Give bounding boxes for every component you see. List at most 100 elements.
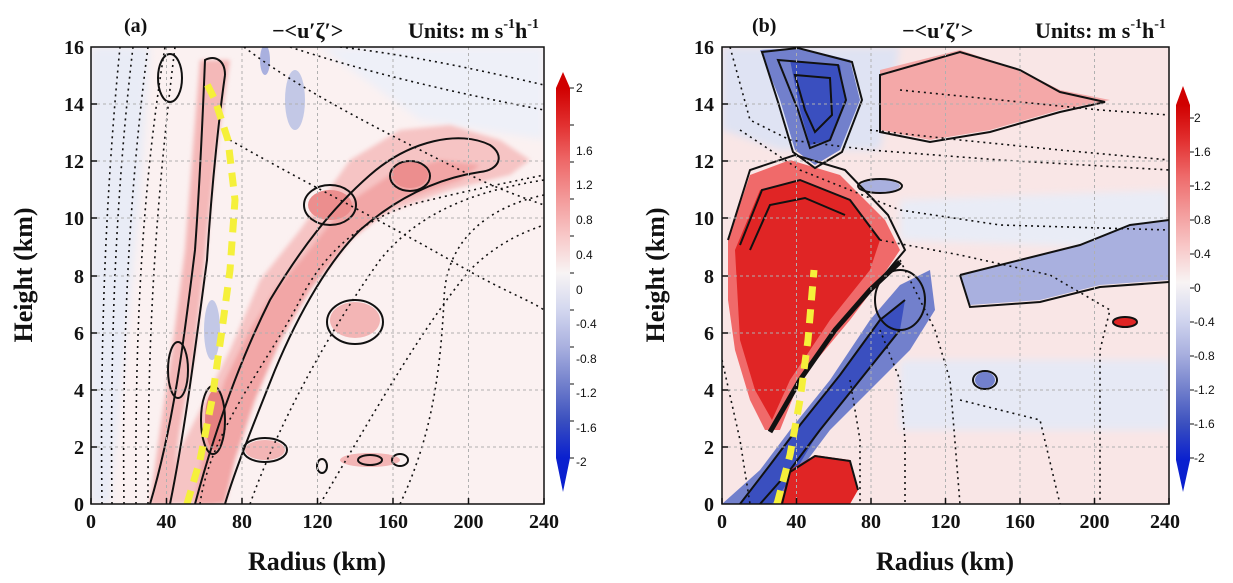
plot-a-neg-patch-1 [285,70,305,130]
ytick-a-5: 10 [64,208,84,230]
plot-b-yticks: 0 2 4 6 8 10 12 14 16 [694,37,714,516]
xtick-a-0: 0 [86,511,96,533]
plot-a-grid [91,47,544,504]
ytick-b-5: 10 [694,208,714,230]
cb-a-tick-3: 0.8 [576,213,593,227]
plot-b-tickmarks [721,103,1170,504]
plot-a-yellow-dashed-line [183,78,239,504]
plot-a-tickmarks [90,103,545,504]
ytick-a-3: 6 [74,323,84,345]
panel-a: (a) −<u′ζ′> Units: m s-1h-1 [9,15,597,576]
ytick-b-3: 6 [704,323,714,345]
xtick-a-2: 80 [232,511,252,533]
panel-b: (b) −<u′ζ′> Units: m s-1h-1 [641,15,1215,576]
xtick-b-5: 200 [1080,511,1110,533]
plot-b-pos-top [880,50,1110,140]
plot-b-xticks: 0 40 80 120 160 200 240 [717,511,1180,533]
plot-b-neg-right-band [960,220,1169,305]
plot-b-neg-patch-2 [975,372,995,388]
cb-a-tick-1: 1.6 [576,144,593,158]
cb-b-tick-9: -1.6 [1194,417,1215,431]
plot-b-ylabel: Height (km) [641,207,670,342]
plot-a-dotted-contours [100,47,544,504]
cb-b-tick-1: 1.6 [1194,145,1211,159]
plot-a-neg-patch-2 [204,300,220,360]
ytick-b-8: 16 [694,37,714,59]
colorbar-a-top-arrow [556,72,570,88]
plot-a-patch-6 [340,453,400,467]
ytick-b-2: 4 [704,380,714,402]
panel-b-tag: (b) [752,15,776,37]
plot-a-patch-3 [330,302,380,338]
panel-a-units: Units: m s-1h-1 [408,17,539,43]
panel-a-tag: (a) [124,15,147,37]
plot-b-grid [722,47,1169,504]
plot-a-xticks: 0 40 80 120 160 200 240 [86,511,559,533]
plot-a-ylabel: Height (km) [9,207,38,342]
plot-a-contours [149,53,500,504]
plot-a-patch-2 [392,162,428,188]
xtick-a-3: 120 [303,511,333,533]
panel-a-title: −<u′ζ′> [272,18,343,43]
plot-b-neg-mid [900,190,1169,250]
colorbar-a-bar [556,88,570,458]
plot-b-yellow-dashed-line [773,269,818,504]
plot-b-neg-band-inner [740,300,905,504]
ytick-b-4: 8 [704,266,714,288]
panel-b-title: −<u′ζ′> [902,18,973,43]
xtick-a-6: 240 [529,511,559,533]
plot-a-neg-patch-3 [260,47,270,75]
plot-a-yticks: 0 2 4 6 8 10 12 14 16 [64,37,84,516]
plot-b-neg-core-top-inner [790,60,845,145]
cb-a-tick-9: -1.6 [576,421,597,435]
cb-a-tick-0: 2 [576,81,583,95]
colorbar-b-bottom-arrow [1176,460,1190,492]
cb-b-tick-6: -0.4 [1194,315,1215,329]
ytick-a-1: 2 [74,437,84,459]
cb-a-tick-8: -1.2 [576,386,597,400]
cb-a-tick-2: 1.2 [576,178,593,192]
plot-a-pos-band-core [195,160,480,504]
ytick-a-0: 0 [74,494,84,516]
plot-b-neg-patch-1 [860,180,900,192]
cb-a-tick-7: -0.8 [576,352,597,366]
xtick-b-6: 240 [1150,511,1180,533]
cb-a-tick-10: -2 [576,455,587,469]
ytick-a-2: 4 [74,380,84,402]
plot-a-patch-5 [245,440,285,460]
cb-b-tick-5: 0 [1194,281,1201,295]
cb-b-tick-10: -2 [1194,451,1205,465]
cb-b-tick-0: 2 [1194,111,1201,125]
cb-b-tick-7: -0.8 [1194,349,1215,363]
plot-b-pos-bottom [780,455,858,504]
plot-b-zero-line [767,260,902,434]
xtick-b-4: 160 [1005,511,1035,533]
plot-b-pos-core [735,180,880,420]
xtick-b-0: 0 [717,511,727,533]
xtick-b-2: 80 [861,511,881,533]
cb-b-tick-8: -1.2 [1194,383,1215,397]
colorbar-b: 2 1.6 1.2 0.8 0.4 0 -0.4 -0.8 -1.2 -1.6 … [1176,86,1215,492]
plot-a-field-neg-top [320,47,544,140]
plot-b-xlabel: Radius (km) [876,547,1014,576]
cb-b-tick-3: 0.8 [1194,213,1211,227]
ytick-b-6: 12 [694,151,714,173]
ytick-a-7: 14 [64,94,84,116]
colorbar-b-top-arrow [1176,86,1190,105]
ytick-a-8: 16 [64,37,84,59]
plot-a-pos-band-left [150,60,230,504]
cb-a-tick-6: -0.4 [576,317,597,331]
panel-b-units: Units: m s-1h-1 [1035,17,1166,43]
cb-a-tick-4: 0.4 [576,248,593,262]
plot-b-pos-patch-small [1113,317,1137,327]
cb-a-tick-5: 0 [576,283,583,297]
xtick-b-1: 40 [787,511,807,533]
xtick-a-1: 40 [157,511,177,533]
plot-a-xlabel: Radius (km) [248,547,386,576]
cb-b-tick-4: 0.4 [1194,247,1211,261]
xtick-a-4: 160 [378,511,408,533]
ytick-b-0: 0 [704,494,714,516]
plot-b-contours [727,47,1169,504]
colorbar-a-bottom-arrow [556,458,570,492]
